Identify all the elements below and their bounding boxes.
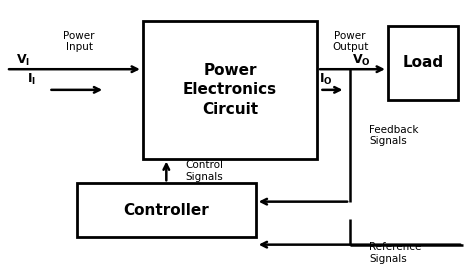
- Text: Feedback
Signals: Feedback Signals: [369, 125, 419, 146]
- Bar: [77, 183, 256, 237]
- Text: $\mathbf{V_O}$: $\mathbf{V_O}$: [353, 53, 371, 68]
- Text: Reference
Signals: Reference Signals: [369, 242, 421, 264]
- Bar: [388, 26, 458, 100]
- Text: $\mathbf{I_O}$: $\mathbf{I_O}$: [319, 72, 333, 88]
- Text: $\mathbf{I_I}$: $\mathbf{I_I}$: [27, 72, 36, 88]
- Text: Control
Signals: Control Signals: [185, 160, 223, 182]
- Text: Controller: Controller: [123, 203, 209, 218]
- Text: Power
Output: Power Output: [332, 31, 368, 52]
- Bar: [143, 21, 317, 159]
- Text: Load: Load: [402, 55, 444, 70]
- Text: Power
Input: Power Input: [64, 31, 95, 52]
- Text: $\mathbf{V_I}$: $\mathbf{V_I}$: [16, 53, 30, 68]
- Text: Power
Electronics
Circuit: Power Electronics Circuit: [183, 63, 277, 117]
